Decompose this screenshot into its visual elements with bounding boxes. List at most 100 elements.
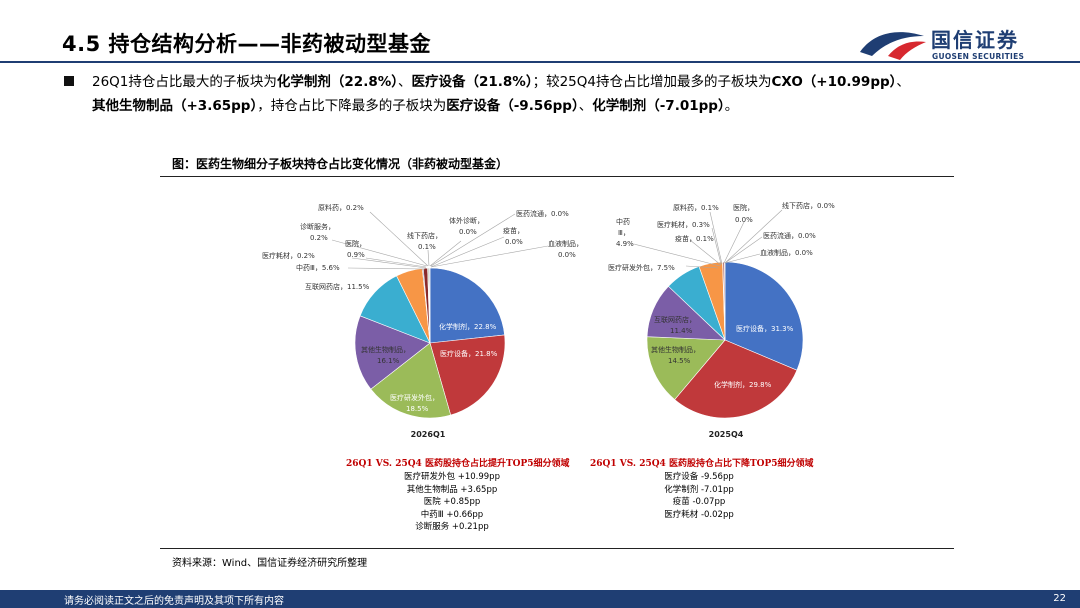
pie2-label-化学制剂: 化学制剂，29.8% [714, 380, 772, 389]
list-item: 医院 +0.85pp [423, 497, 481, 508]
pie1-label-血液制品-value: 0.0% [558, 251, 576, 259]
figure-title: 图：医药生物细分子板块持仓占比变化情况（非药被动型基金） [172, 157, 509, 171]
leader-line-医院 [365, 257, 427, 268]
leader-line-原料药 [709, 211, 723, 265]
pie2-label-互联网药店-value: 11.4% [670, 327, 693, 335]
pie2-label-疫苗: 疫苗，0.1% [675, 234, 714, 243]
pie2-label-原料药: 原料药，0.1% [673, 203, 719, 212]
summary-highlight: 化学制剂（-7.01pp） [592, 98, 725, 114]
pie1-label-医院-value: 0.9% [347, 251, 365, 259]
leader-line-医药流通 [430, 213, 516, 267]
pie1-label-医疗耗材: 医疗耗材，0.2% [262, 251, 315, 260]
summary-highlight: 化学制剂（22.8%） [276, 74, 398, 90]
pie1-label-原料药: 原料药，0.2% [318, 203, 364, 212]
pie-chart-2025q4 [646, 261, 804, 419]
pie1-label-医疗研发外包-value: 18.5% [406, 405, 429, 413]
company-logo: 国信证券 GUOSEN SECURITIES [858, 20, 1038, 64]
list-item: 诊断服务 +0.21pp [415, 522, 489, 533]
logo-text-cn: 国信证券 [931, 28, 1019, 52]
leader-line-诊断服务 [331, 239, 428, 267]
pie1-label-互联网药店: 互联网药店，11.5% [305, 282, 370, 291]
pie1-label-医疗设备: 医疗设备，21.8% [440, 349, 498, 358]
pie1-label-其他生物制品: 其他生物制品， [361, 345, 410, 354]
figure-top-rule [160, 176, 954, 177]
logo-text-en: GUOSEN SECURITIES [932, 52, 1025, 61]
down-list: 医疗设备 -9.56pp 化学制剂 -7.01pp 疫苗 -0.07pp 医疗耗… [627, 471, 771, 521]
pie2-label-中药: 中药 [616, 217, 630, 226]
pie1-leader-lines [331, 211, 549, 270]
pie1-label-血液制品: 血液制品， [548, 239, 583, 248]
pie1-label-线下药店-value: 0.1% [418, 243, 436, 251]
summary-highlight: 医疗设备（-9.56pp） [446, 98, 579, 114]
pie1-label-疫苗-value: 0.0% [505, 238, 523, 246]
title-divider [0, 61, 1080, 63]
leader-line-中药 [347, 267, 426, 270]
list-item: 医疗研发外包 +10.99pp [404, 472, 500, 482]
pie2-label-线下药店: 线下药店，0.0% [782, 201, 835, 210]
pie-slice-医疗设备 [429, 334, 506, 416]
leader-line-医疗研发外包 [685, 265, 719, 269]
leader-line-原料药 [369, 211, 429, 267]
leader-line-医药流通 [724, 236, 763, 264]
pie1-label-诊断服务: 诊断服务， [300, 222, 335, 231]
list-item: 中药Ⅲ +0.66pp [420, 509, 484, 520]
pie2-label-医院: 医院， [733, 203, 754, 212]
pie2-label-医药流通: 医药流通，0.0% [763, 231, 816, 240]
pie-slice-医疗设备 [724, 261, 804, 371]
pie2-label-医疗研发外包: 医疗研发外包，7.5% [608, 263, 675, 272]
up-list-heading: 26Q1 VS. 25Q4 医药股持仓占比提升TOP5细分领域 [346, 459, 570, 469]
list-item: 医疗耗材 -0.02pp [664, 509, 734, 520]
pie2-label-医疗耗材: 医疗耗材，0.3% [657, 220, 710, 229]
pie1-label-中药: 中药Ⅲ，5.6% [296, 263, 340, 272]
summary-seg: ；较25Q4持仓占比增加最多的子板块为 [532, 74, 772, 90]
pie2-label-其他生物制品-value: 14.5% [668, 357, 691, 365]
pie2-leader-lines [633, 209, 783, 269]
summary-text: 26Q1持仓占比最大的子板块为化学制剂（22.8%）、医疗设备（21.8%）；较… [92, 70, 1037, 118]
leader-line-医院 [723, 221, 745, 264]
pie1-label-医疗研发外包: 医疗研发外包， [390, 393, 439, 402]
pie2-label-医疗设备: 医疗设备，31.3% [736, 324, 794, 333]
leader-line-疫苗 [430, 236, 505, 268]
pie-slice-其他生物制品 [354, 315, 431, 390]
pie2-label-其他生物制品: 其他生物制品， [651, 345, 700, 354]
summary-highlight: 医疗设备（21.8%） [411, 74, 533, 90]
bullet-square-icon [64, 76, 74, 86]
list-item: 疫苗 -0.07pp [672, 497, 726, 508]
page-title: 4.5 持仓结构分析——非药被动型基金 [62, 32, 432, 56]
pie2-label-医院-value: 0.0% [735, 216, 753, 224]
list-item: 医疗设备 -9.56pp [664, 472, 734, 482]
leader-line-体外诊断 [429, 240, 462, 267]
summary-seg: 、 [398, 74, 412, 90]
pie2-label-血液制品: 血液制品，0.0% [760, 248, 813, 257]
pie2-label-中药-value: 4.9% [616, 240, 634, 248]
leader-line-医疗耗材 [711, 227, 722, 265]
pie1-label-其他生物制品-value: 16.1% [377, 357, 400, 365]
pie-slice-化学制剂 [674, 339, 798, 419]
list-item: 其他生物制品 +3.65pp [406, 484, 498, 495]
pie1-label-诊断服务-value: 0.2% [310, 234, 328, 242]
leader-line-疫苗 [689, 239, 722, 266]
figure-source: 资料来源：Wind、国信证券经济研究所整理 [172, 558, 368, 569]
pie2-caption: 2025Q4 [709, 430, 744, 439]
up-list: 医疗研发外包 +10.99pp 其他生物制品 +3.65pp 医院 +0.85p… [380, 471, 524, 534]
pie1-label-体外诊断-value: 0.0% [459, 228, 477, 236]
pie2-label-互联网药店: 互联网药店， [654, 315, 696, 324]
leader-line-血液制品 [724, 253, 761, 264]
pie2-label-中药-roman: Ⅲ， [618, 229, 630, 237]
pie1-caption: 2026Q1 [411, 430, 446, 439]
leader-line-线下药店 [427, 249, 430, 267]
guosen-logo-icon [860, 32, 926, 60]
pie1-label-疫苗: 疫苗， [503, 226, 524, 235]
pie1-label-体外诊断: 体外诊断， [449, 216, 484, 225]
summary-highlight: CXO（+10.99pp） [771, 74, 897, 90]
pie1-label-医院: 医院， [345, 239, 366, 248]
summary-highlight: 其他生物制品（+3.65pp） [92, 98, 258, 114]
pie-slice-化学制剂 [429, 267, 505, 344]
summary-seg: 26Q1持仓占比最大的子板块为 [92, 74, 277, 90]
pie1-label-线下药店: 线下药店， [407, 231, 442, 240]
summary-seg: ，持仓占比下降最多的子板块为 [257, 98, 447, 114]
summary-seg: 。 [724, 98, 739, 114]
pie-chart-2026q1 [354, 267, 506, 419]
leader-line-医疗耗材 [351, 257, 427, 269]
